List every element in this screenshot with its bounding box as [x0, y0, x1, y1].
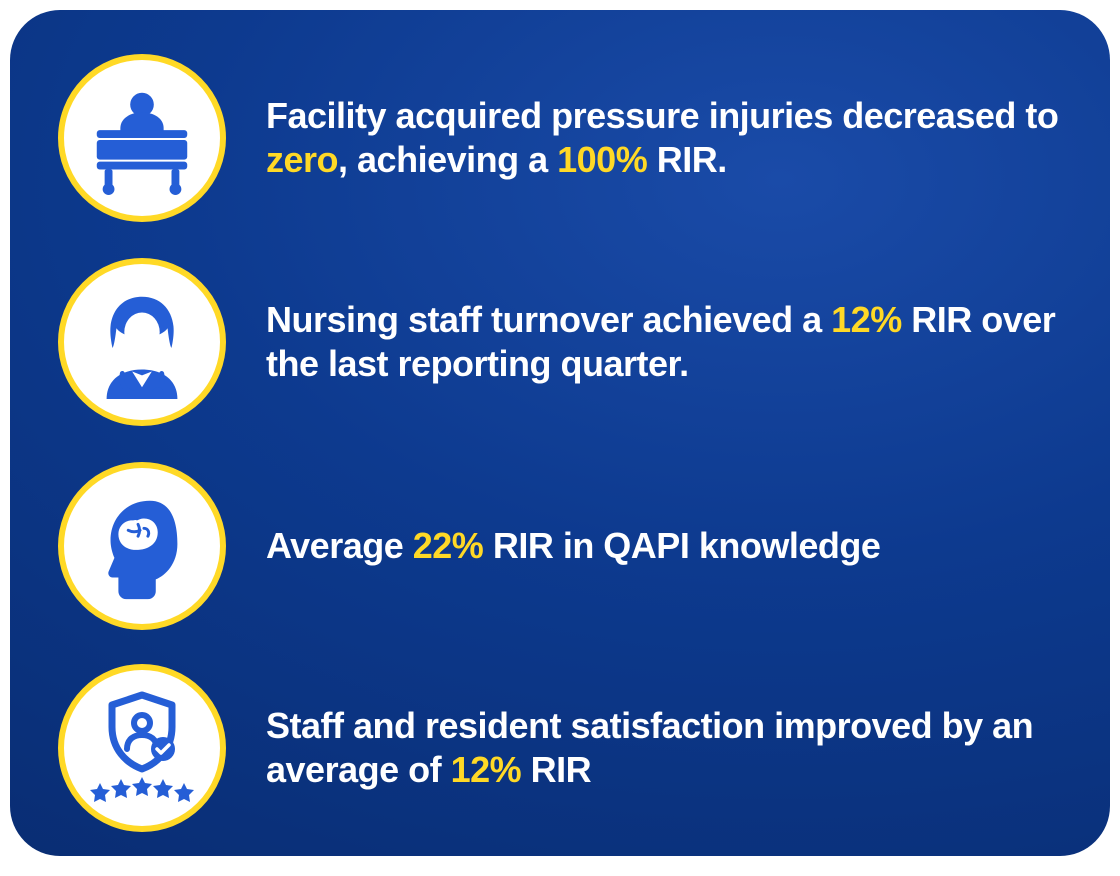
- metrics-card: Facility acquired pressure injuries decr…: [10, 10, 1110, 856]
- metric-text: Staff and resident satisfaction improved…: [266, 704, 1062, 792]
- text-segment: Staff and resident satisfaction improved…: [266, 705, 1033, 790]
- text-highlight: 12%: [451, 749, 522, 790]
- metric-row: Average 22% RIR in QAPI knowledge: [58, 462, 1062, 630]
- metric-row: Staff and resident satisfaction improved…: [58, 664, 1062, 832]
- text-highlight: 100%: [557, 139, 647, 180]
- metric-text: Nursing staff turnover achieved a 12% RI…: [266, 298, 1062, 386]
- text-highlight: zero: [266, 139, 338, 180]
- text-highlight: 12%: [831, 299, 902, 340]
- metric-text: Average 22% RIR in QAPI knowledge: [266, 524, 880, 568]
- text-segment: RIR: [521, 749, 591, 790]
- text-highlight: 22%: [413, 525, 484, 566]
- shield-stars-icon: [77, 683, 207, 813]
- hospital-bed-icon: [83, 79, 201, 197]
- icon-circle: [58, 462, 226, 630]
- text-segment: RIR in QAPI knowledge: [483, 525, 880, 566]
- nurse-icon: [83, 283, 201, 401]
- metric-text: Facility acquired pressure injuries decr…: [266, 94, 1062, 182]
- metric-row: Nursing staff turnover achieved a 12% RI…: [58, 258, 1062, 426]
- text-segment: Facility acquired pressure injuries decr…: [266, 95, 1058, 136]
- text-segment: RIR.: [647, 139, 727, 180]
- text-segment: Nursing staff turnover achieved a: [266, 299, 831, 340]
- text-segment: Average: [266, 525, 413, 566]
- icon-circle: [58, 664, 226, 832]
- text-segment: , achieving a: [338, 139, 557, 180]
- icon-circle: [58, 258, 226, 426]
- metric-row: Facility acquired pressure injuries decr…: [58, 54, 1062, 222]
- icon-circle: [58, 54, 226, 222]
- brain-head-icon: [83, 487, 201, 605]
